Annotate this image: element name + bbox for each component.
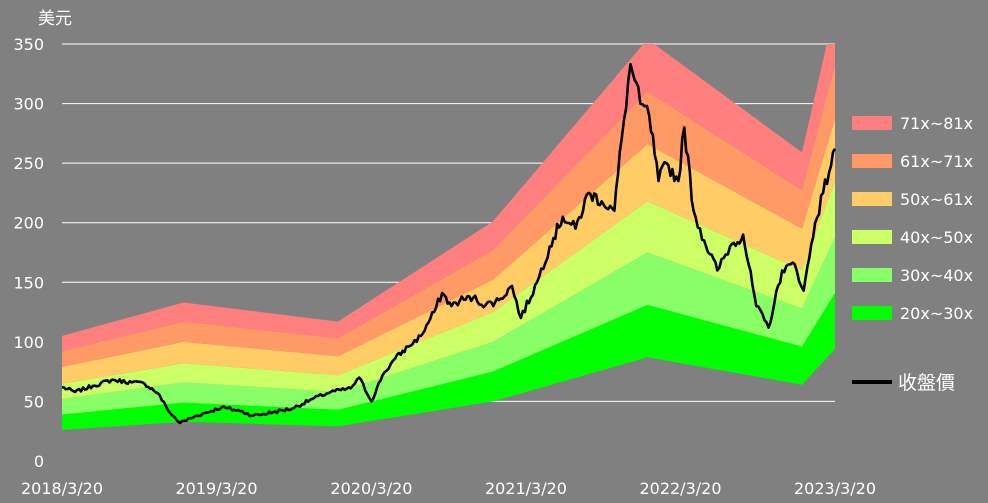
legend: 71x~81x 61x~71x 50x~61x 40x~50x 30x~40x 20x~3…: [852, 114, 973, 394]
legend-swatch-71x~81x: [852, 116, 892, 130]
legend-swatch-61x~71x: [852, 154, 892, 168]
legend-swatch-30x~40x: [852, 268, 892, 282]
price-line: [61, 63, 837, 425]
band-area-30x~40x: [62, 237, 835, 415]
x-tick-1: 2019/3/20: [175, 479, 257, 498]
x-tick-4: 2022/3/20: [639, 479, 721, 498]
x-tick-0: 2018/3/20: [21, 479, 103, 498]
legend-label-40x~50x: 40x~50x: [900, 228, 973, 247]
band-area-40x~50x: [62, 181, 835, 399]
band-area-50x~61x: [62, 119, 835, 384]
x-tick-labels: 2018/3/20 2019/3/20 2020/3/20 2021/3/20 2022…: [21, 479, 876, 498]
x-tick-5: 2023/3/20: [794, 479, 876, 498]
band-area-20x~30x: [62, 293, 835, 430]
legend-label-50x~61x: 50x~61x: [900, 190, 973, 209]
band-area-71x~81x: [62, 44, 835, 352]
y-tick-350: 350: [13, 35, 44, 54]
legend-swatch-40x~50x: [852, 230, 892, 244]
y-unit-label: 美元: [38, 9, 72, 29]
price-line-path: [61, 63, 837, 425]
x-tick-2: 2020/3/20: [330, 479, 412, 498]
y-tick-100: 100: [13, 333, 44, 352]
x-tick-3: 2021/3/20: [485, 479, 567, 498]
legend-label-61x~71x: 61x~71x: [900, 152, 973, 171]
band-areas: [62, 44, 835, 430]
legend-swatch-50x~61x: [852, 192, 892, 206]
band-area-61x~71x: [62, 64, 835, 367]
legend-label-71x~81x: 71x~81x: [900, 114, 973, 133]
y-tick-0: 0: [34, 452, 44, 471]
y-tick-250: 250: [13, 154, 44, 173]
legend-label-price: 收盤價: [898, 372, 955, 394]
y-tick-150: 150: [13, 273, 44, 292]
legend-swatch-20x~30x: [852, 306, 892, 320]
legend-label-30x~40x: 30x~40x: [900, 266, 973, 285]
y-tick-200: 200: [13, 214, 44, 233]
y-tick-labels: 0 50 100 150 200 250 300 350: [13, 35, 44, 471]
y-tick-50: 50: [24, 392, 44, 411]
legend-label-20x~30x: 20x~30x: [900, 304, 973, 323]
y-tick-300: 300: [13, 95, 44, 114]
